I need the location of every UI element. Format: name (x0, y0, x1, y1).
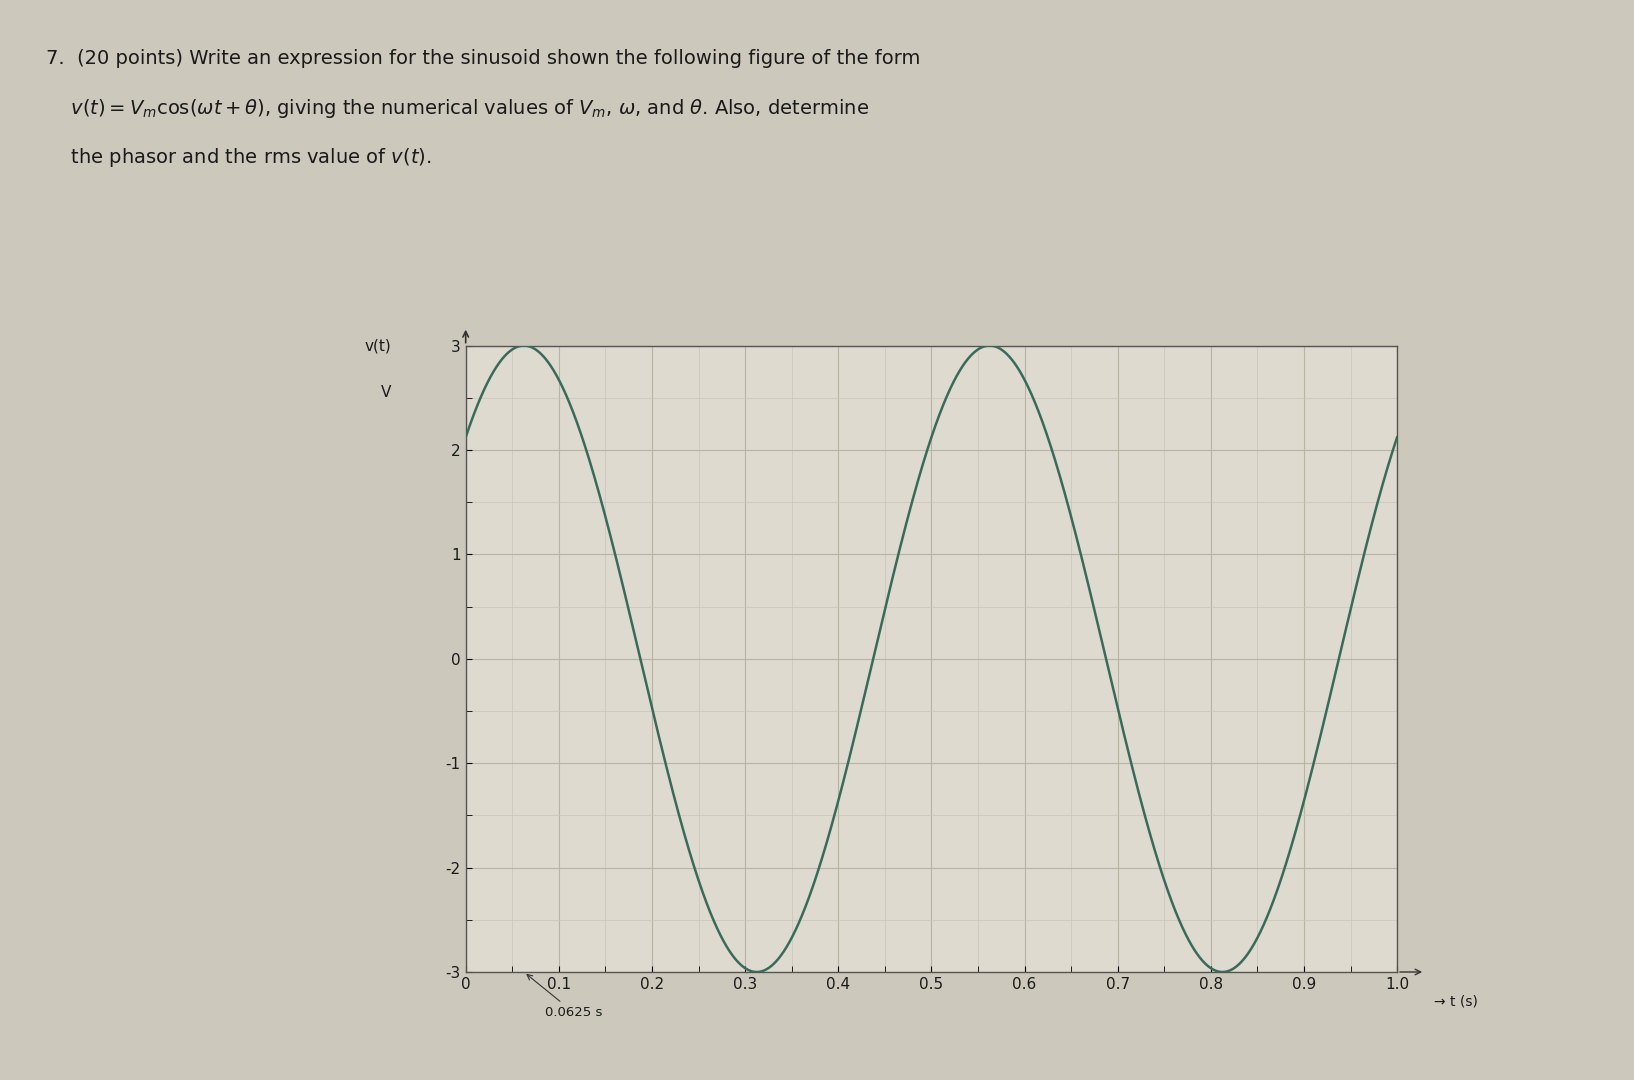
Text: the phasor and the rms value of $v(t)$.: the phasor and the rms value of $v(t)$. (46, 146, 431, 168)
Text: V: V (381, 386, 391, 400)
Text: 0.0625 s: 0.0625 s (528, 974, 603, 1018)
Text: → t (s): → t (s) (1435, 995, 1479, 1009)
Text: v(t): v(t) (364, 338, 391, 353)
Text: $v(t) = V_m\cos(\omega t + \theta)$, giving the numerical values of $V_m$, $\ome: $v(t) = V_m\cos(\omega t + \theta)$, giv… (46, 97, 869, 120)
Text: 7.  (20 points) Write an expression for the sinusoid shown the following figure : 7. (20 points) Write an expression for t… (46, 49, 920, 68)
